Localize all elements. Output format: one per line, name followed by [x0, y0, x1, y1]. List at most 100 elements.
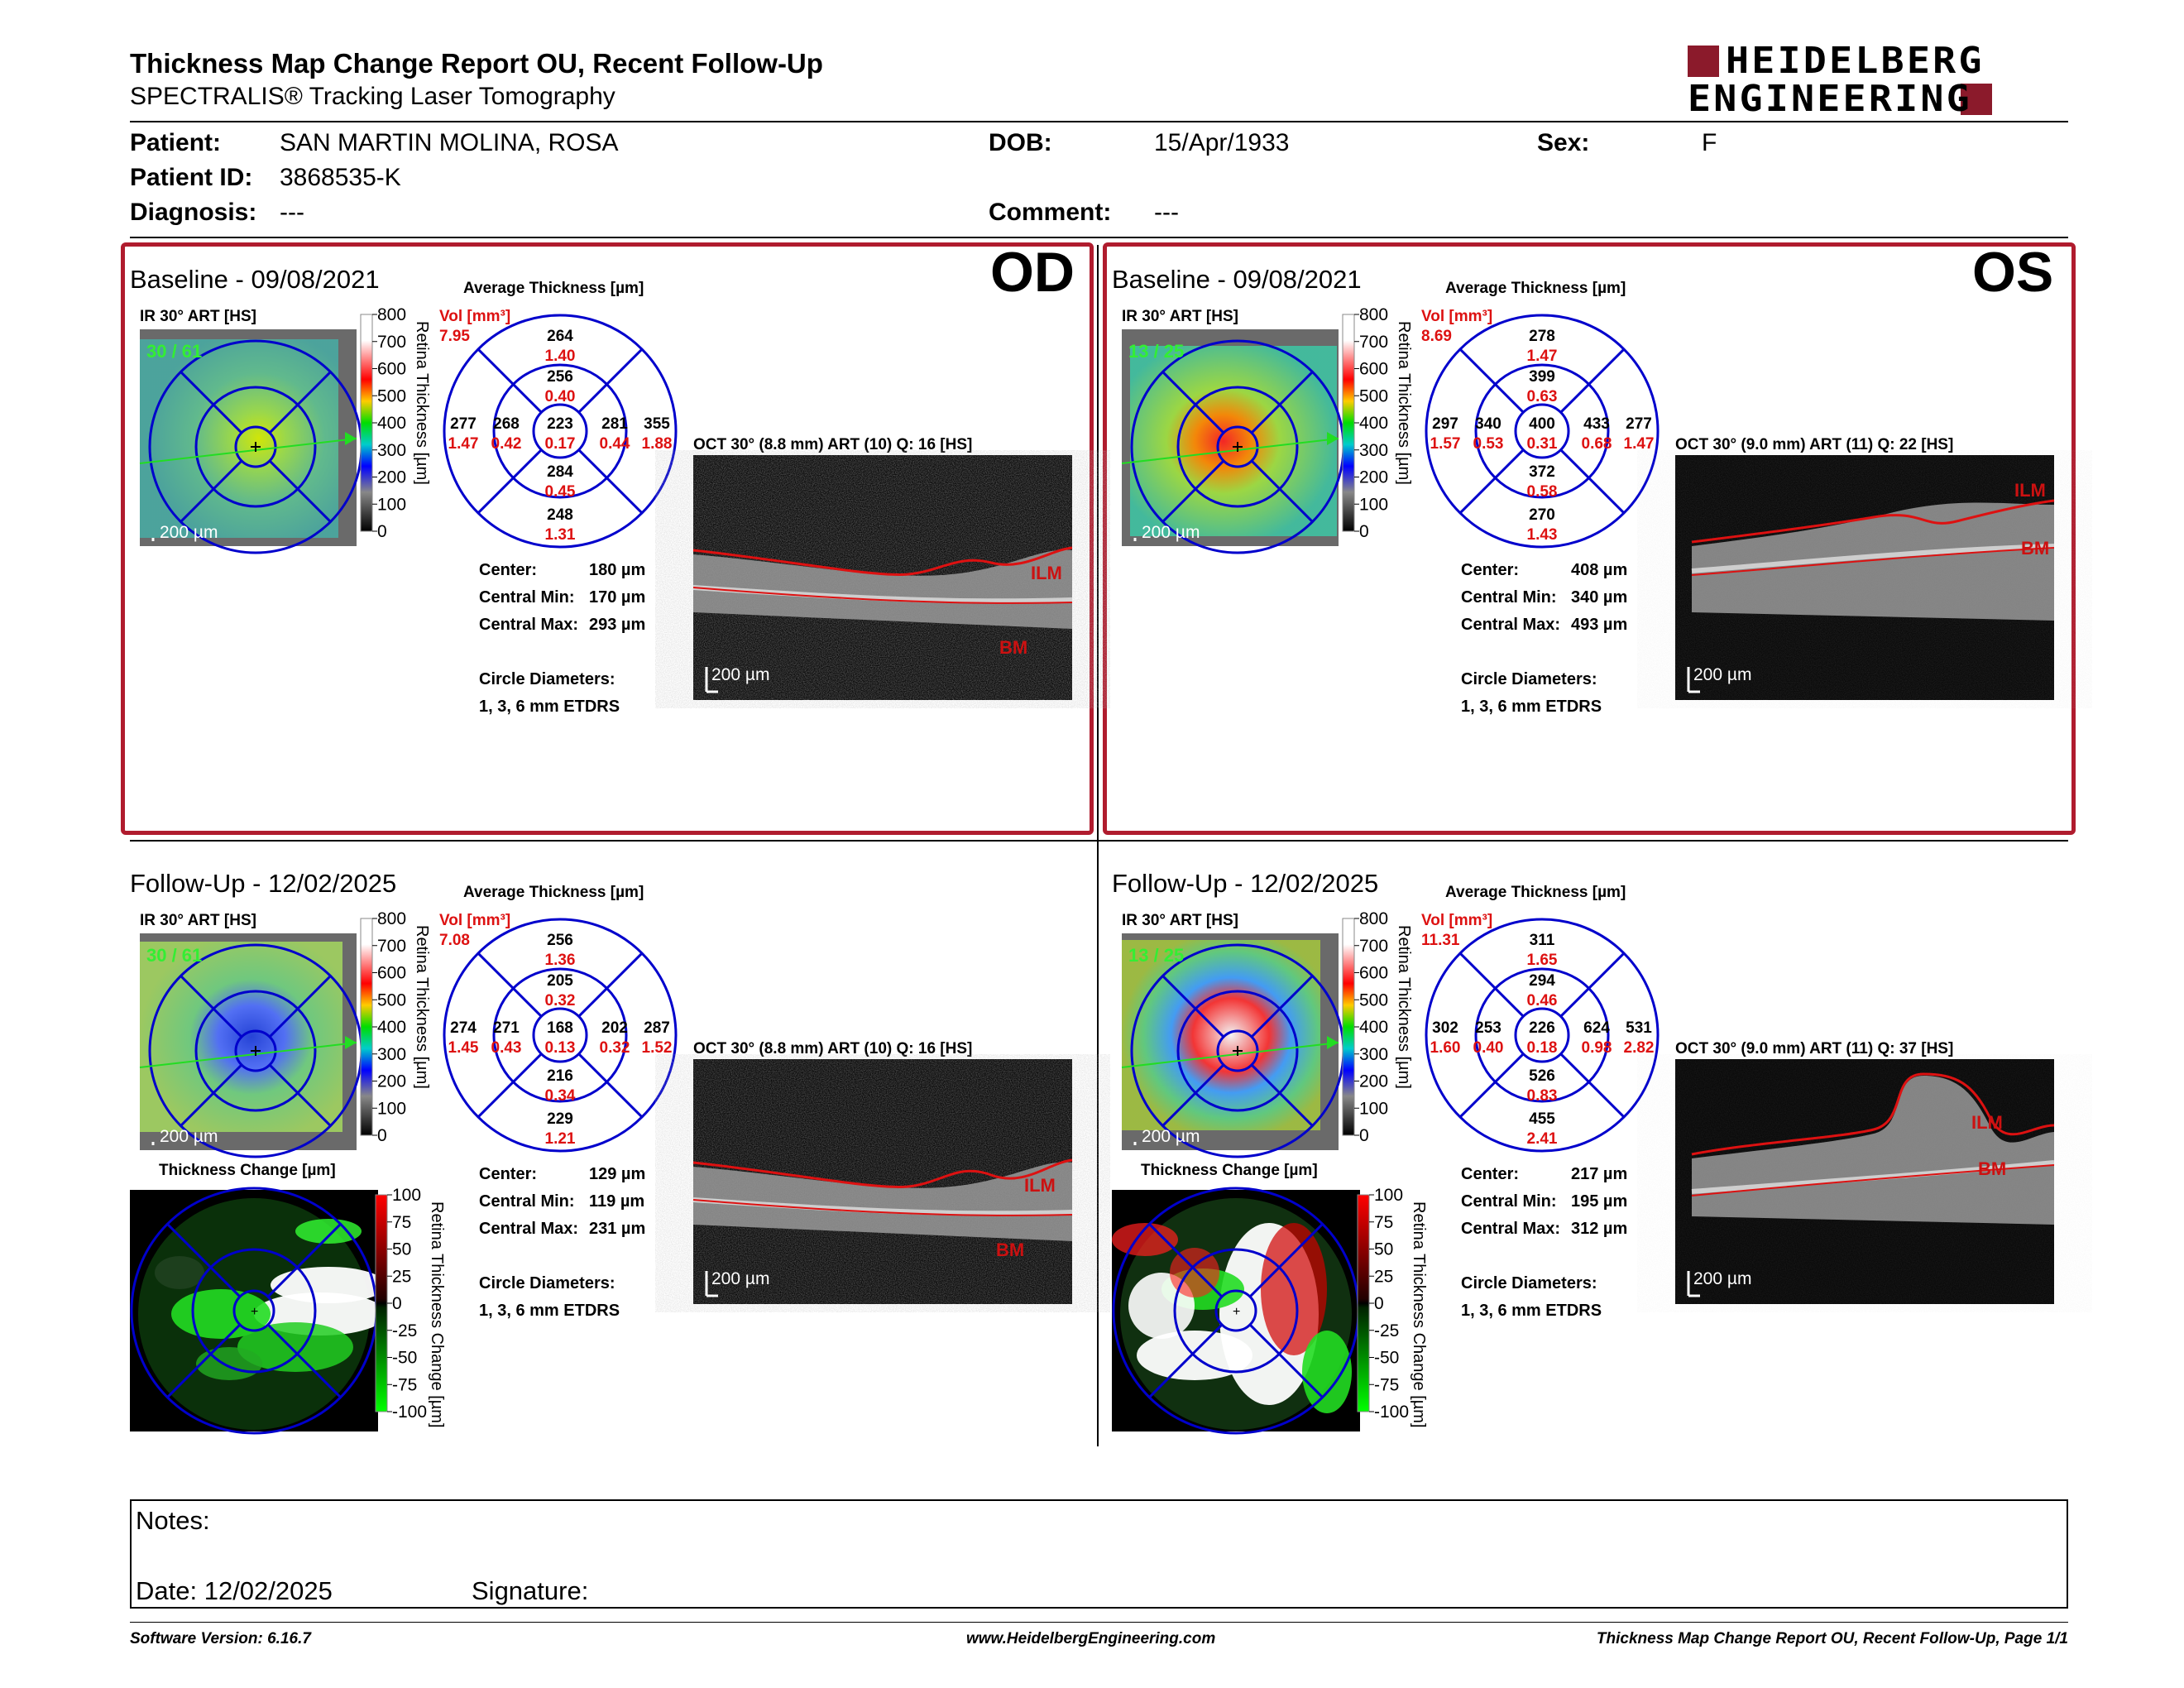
os_fu-thick-tick-8: 0	[1359, 1126, 1369, 1145]
od_fu-superior-outer-thickness: 256	[547, 932, 573, 949]
od_base-cmax-label: Central Max:	[479, 616, 579, 634]
od_base-left-outer-volume: 1.47	[448, 435, 479, 453]
os_fu-circle-label: Circle Diameters:	[1461, 1274, 1597, 1292]
od_fu-cmax-value: 231 µm	[589, 1220, 646, 1238]
os-baseline-frame	[1103, 242, 2076, 835]
od_base-thick-tick-8: 0	[377, 522, 387, 541]
os_base-etdrs-grid: 278 1.47 399 0.63 400 0.31 372 0.58 270 1.43 297 1.…	[1425, 314, 1660, 549]
od_base-thick-tick-1: 700	[377, 333, 406, 352]
od_fu-change-title: Thickness Change [µm]	[159, 1162, 336, 1179]
os_fu-center-value: 217 µm	[1571, 1165, 1628, 1183]
od_fu-change-blob-6	[295, 1219, 362, 1244]
od_base-oct-bscan: ILM BM 200 µm	[692, 455, 1073, 700]
os_base-thick-tick-6: 200	[1359, 468, 1388, 487]
od_fu-thick-tick-0: 800	[377, 909, 406, 928]
od_fu-thick-tick-7: 100	[377, 1099, 406, 1118]
footer-website-link[interactable]: www.HeidelbergEngineering.com	[966, 1630, 1216, 1647]
os_base-thick-tick-8: 0	[1359, 522, 1369, 541]
od_base-cmax-value: 293 µm	[589, 616, 646, 634]
footer-divider	[130, 1622, 2068, 1623]
od_fu-oct-title: OCT 30° (8.8 mm) ART (10) Q: 16 [HS]	[693, 1040, 973, 1057]
os_fu-thickness-scale-label: Retina Thickness [µm]	[1395, 925, 1413, 1089]
od_fu-change-blob-5	[196, 1347, 262, 1380]
os_base-superior-outer-thickness: 278	[1529, 328, 1555, 345]
logo-line2: ENGINEERING	[1688, 78, 1972, 120]
od_fu-ir-title: IR 30° ART [HS]	[140, 912, 256, 929]
od_fu-chg-scale: 100 75 50 25 0 -25 -50 -75 -100 Retina Thickness …	[375, 1186, 446, 1428]
od_base-right-outer-thickness: 355	[644, 415, 670, 433]
od_base-superior-outer-volume: 1.40	[545, 348, 576, 365]
notes-box[interactable]	[130, 1499, 2068, 1609]
os_fu-cmin-value: 195 µm	[1571, 1192, 1628, 1211]
od_base-thick-scale: 800 700 600 500 400 300 200 100 0 Retina Thicknes…	[360, 305, 431, 541]
os_fu-chg-tick-6: -50	[1374, 1349, 1399, 1368]
os_base-eye-label: OS	[1972, 241, 2054, 304]
os_fu-vol-value: 11.31	[1421, 932, 1460, 949]
od_base-center-label: Center:	[479, 561, 538, 579]
os_base-thick-tick-5: 300	[1359, 441, 1388, 460]
os_base-thick-tick-7: 100	[1359, 495, 1388, 514]
os_base-ir-title: IR 30° ART [HS]	[1122, 308, 1238, 325]
os_base-center-value: 408 µm	[1571, 561, 1628, 579]
od_fu-center-label: Center:	[479, 1165, 538, 1183]
os_fu-chg-tick-3: 25	[1374, 1267, 1393, 1286]
od_base-right-inner-volume: 0.44	[600, 435, 630, 453]
od_base-right-outer-volume: 1.88	[642, 435, 673, 453]
od_fu-cmin-label: Central Min:	[479, 1192, 575, 1211]
footer-software-version: Software Version: 6.16.7	[130, 1630, 311, 1647]
patient-label: Patient:	[130, 129, 222, 156]
os_base-scan-line	[1121, 438, 1339, 464]
os_base-grid-ring-1	[1474, 363, 1610, 499]
os_base-cmin-label: Central Min:	[1461, 588, 1557, 607]
report-subtitle: SPECTRALIS® Tracking Laser Tomography	[130, 83, 615, 110]
os_fu-left-inner-thickness: 253	[1475, 1019, 1502, 1037]
od_fu-etdrs-grid: 256 1.36 205 0.32 168 0.13 216 0.34 229 1.21 274 1.…	[443, 918, 678, 1153]
od_fu-bm-line	[692, 1199, 1073, 1216]
od_fu-change-ring-2	[232, 1289, 275, 1332]
os_fu-chg-tick-2: 50	[1374, 1240, 1393, 1259]
od_base-eye-label: OD	[990, 241, 1075, 304]
od_base-inferior-inner-volume: 0.45	[545, 483, 576, 501]
os_base-left-outer-thickness: 297	[1432, 415, 1458, 433]
os_fu-change-ring-1	[1173, 1248, 1299, 1374]
od_fu-panel-title: Follow-Up - 12/02/2025	[130, 869, 397, 898]
od_fu-change-blob-7	[155, 1256, 204, 1289]
od_base-left-outer-thickness: 277	[450, 415, 477, 433]
os_fu-left-outer-thickness: 302	[1432, 1019, 1458, 1037]
od_fu-chg-tick-8: -100	[392, 1403, 427, 1422]
os_fu-etdrs-grid: 311 1.65 294 0.46 226 0.18 526 0.83 455 2.41 302 1.…	[1425, 918, 1660, 1153]
od_fu-change-scale-label: Retina Thickness Change [µm]	[428, 1201, 446, 1428]
od_fu-grid-ring-1	[492, 967, 628, 1103]
panel-divider-h	[130, 840, 2068, 842]
od_base-center-thickness: 223	[547, 415, 573, 433]
od_fu-right-inner-thickness: 202	[601, 1019, 628, 1037]
od_fu-left-outer-thickness: 274	[450, 1019, 477, 1037]
od_base-inferior-outer-volume: 1.31	[545, 526, 576, 544]
os_fu-chg-tick-8: -100	[1374, 1403, 1409, 1422]
os_base-thick-tick-1: 700	[1359, 333, 1388, 352]
od_fu-right-inner-volume: 0.32	[600, 1039, 630, 1057]
od_base-center-volume: 0.17	[545, 435, 576, 453]
os_base-etdrs-ring-1	[1176, 386, 1299, 508]
od_base-circle-label: Circle Diameters:	[479, 670, 615, 688]
od_fu-circle-label: Circle Diameters:	[479, 1274, 615, 1292]
od_base-vol-label: Vol [mm³]	[439, 308, 511, 325]
os_base-thickness-overlay	[1130, 346, 1337, 536]
os_fu-right-inner-volume: 0.98	[1582, 1039, 1612, 1057]
os_fu-inferior-outer-volume: 2.41	[1527, 1130, 1558, 1148]
os_fu-right-inner-thickness: 624	[1583, 1019, 1610, 1037]
os_fu-ir-title: IR 30° ART [HS]	[1122, 912, 1238, 929]
os_fu-thick-tick-0: 800	[1359, 909, 1388, 928]
os_fu-center-volume: 0.18	[1527, 1039, 1558, 1057]
os_fu-ir-scalebar-label: 200 µm	[1142, 1127, 1200, 1146]
od_fu-chg-tick-7: -75	[392, 1375, 417, 1394]
os_base-oct-scalebar-label: 200 µm	[1693, 665, 1751, 684]
od_fu-chg-tick-1: 75	[392, 1213, 411, 1232]
od_base-superior-inner-thickness: 256	[547, 368, 573, 386]
os_base-cmax-value: 493 µm	[1571, 616, 1628, 634]
od_fu-change-ring-1	[191, 1248, 317, 1374]
od_fu-etdrs-ring-1	[194, 990, 317, 1112]
od_fu-ir-scalebar-label: 200 µm	[160, 1127, 218, 1146]
os_base-vol-label: Vol [mm³]	[1421, 308, 1493, 325]
od_fu-inferior-outer-volume: 1.21	[545, 1130, 576, 1148]
